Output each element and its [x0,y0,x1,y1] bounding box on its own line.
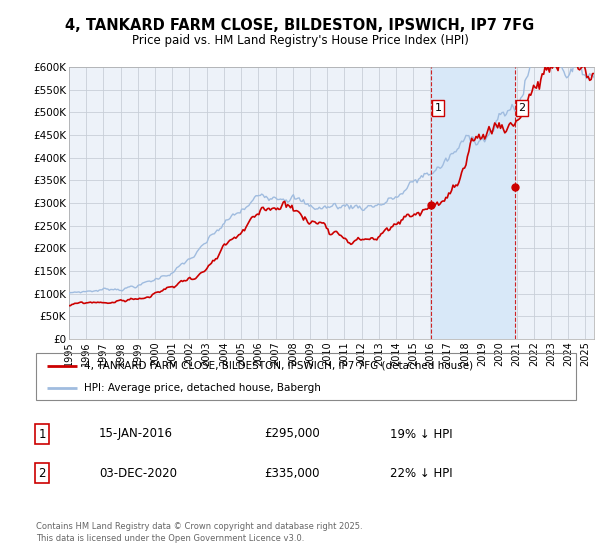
Text: £295,000: £295,000 [264,427,320,441]
Text: 4, TANKARD FARM CLOSE, BILDESTON, IPSWICH, IP7 7FG: 4, TANKARD FARM CLOSE, BILDESTON, IPSWIC… [65,18,535,32]
Text: 2: 2 [518,103,526,113]
Text: 03-DEC-2020: 03-DEC-2020 [99,466,177,480]
Text: 1: 1 [38,427,46,441]
Text: 22% ↓ HPI: 22% ↓ HPI [390,466,452,480]
Text: 4, TANKARD FARM CLOSE, BILDESTON, IPSWICH, IP7 7FG (detached house): 4, TANKARD FARM CLOSE, BILDESTON, IPSWIC… [83,361,473,371]
Text: 19% ↓ HPI: 19% ↓ HPI [390,427,452,441]
Text: Price paid vs. HM Land Registry's House Price Index (HPI): Price paid vs. HM Land Registry's House … [131,34,469,47]
Text: 1: 1 [434,103,442,113]
Text: HPI: Average price, detached house, Babergh: HPI: Average price, detached house, Babe… [83,382,320,393]
Text: 15-JAN-2016: 15-JAN-2016 [99,427,173,441]
Text: 2: 2 [38,466,46,480]
Bar [431,67,515,339]
Text: £335,000: £335,000 [264,466,320,480]
Text: Contains HM Land Registry data © Crown copyright and database right 2025.
This d: Contains HM Land Registry data © Crown c… [36,522,362,543]
